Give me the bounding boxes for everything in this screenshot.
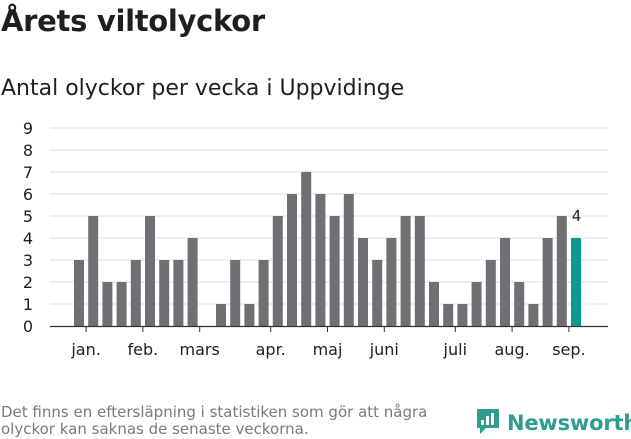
bar bbox=[145, 216, 155, 326]
bar-chart: 0 1 2 3 4 5 6 7 8 9 jan. feb. mars apr. maj juni juli au… bbox=[23, 119, 608, 359]
bar bbox=[329, 216, 340, 326]
y-tick-label: 3 bbox=[23, 251, 33, 270]
y-tick-label: 2 bbox=[23, 273, 33, 292]
bar bbox=[230, 260, 241, 326]
x-tick-label: mars bbox=[180, 340, 220, 359]
y-axis-ticks: 0 1 2 3 4 5 6 7 8 9 bbox=[23, 119, 33, 336]
bar bbox=[372, 260, 383, 326]
x-tick-label: aug. bbox=[495, 340, 530, 359]
bar bbox=[315, 194, 326, 326]
bar bbox=[102, 282, 113, 326]
bar bbox=[74, 260, 84, 326]
bar bbox=[556, 216, 567, 326]
bar bbox=[173, 260, 184, 326]
bars bbox=[74, 172, 581, 326]
y-tick-label: 8 bbox=[23, 141, 33, 160]
y-tick-label: 0 bbox=[23, 317, 33, 336]
x-tick-label: juni bbox=[369, 340, 399, 359]
bar bbox=[386, 238, 397, 326]
bar bbox=[358, 238, 368, 326]
x-tick-label: sep. bbox=[552, 340, 585, 359]
y-tick-label: 4 bbox=[23, 229, 33, 248]
newsworthy-logo-icon bbox=[475, 407, 501, 439]
y-tick-label: 7 bbox=[23, 163, 33, 182]
bar bbox=[216, 304, 226, 326]
bar bbox=[528, 304, 539, 326]
bar bbox=[414, 216, 425, 326]
data-labels: 4 bbox=[572, 207, 582, 225]
footnote: Det finns en eftersläpning i statistiken… bbox=[1, 403, 428, 438]
latest-value-label: 4 bbox=[572, 207, 582, 225]
bar bbox=[457, 304, 468, 326]
y-tick-label: 1 bbox=[23, 295, 33, 314]
x-tick-label: apr. bbox=[256, 340, 286, 359]
x-tick-label: maj bbox=[313, 340, 343, 359]
x-axis-ticks: jan. feb. mars apr. maj juni juli aug. sep. bbox=[70, 326, 586, 359]
bar bbox=[88, 216, 99, 326]
brand-name: Newsworthy bbox=[507, 411, 631, 435]
bar bbox=[287, 194, 297, 326]
bar bbox=[485, 260, 496, 326]
gridlines bbox=[50, 127, 608, 305]
bar bbox=[258, 260, 269, 326]
x-tick-label: juli bbox=[443, 340, 467, 359]
y-tick-label: 9 bbox=[23, 119, 33, 138]
newsworthy-brand[interactable]: Newsworthy bbox=[475, 407, 631, 439]
bar bbox=[542, 238, 553, 326]
bar-latest bbox=[571, 238, 581, 326]
bar bbox=[471, 282, 482, 326]
x-tick-label: jan. bbox=[70, 340, 100, 359]
bar bbox=[187, 238, 198, 326]
bar bbox=[400, 216, 411, 326]
bar bbox=[514, 282, 525, 326]
bar bbox=[244, 304, 255, 326]
bar bbox=[116, 282, 127, 326]
bar bbox=[301, 172, 312, 326]
bar bbox=[272, 216, 283, 326]
bar bbox=[429, 282, 439, 326]
bar bbox=[159, 260, 170, 326]
y-tick-label: 6 bbox=[23, 185, 33, 204]
bar bbox=[443, 304, 454, 326]
chart-subtitle: Antal olyckor per vecka i Uppvidinge bbox=[1, 76, 405, 101]
x-tick-label: feb. bbox=[128, 340, 159, 359]
bar bbox=[500, 238, 510, 326]
bar bbox=[343, 194, 354, 326]
bar bbox=[130, 260, 141, 326]
chart-title: Årets viltolyckor bbox=[1, 4, 265, 38]
y-tick-label: 5 bbox=[23, 207, 33, 226]
